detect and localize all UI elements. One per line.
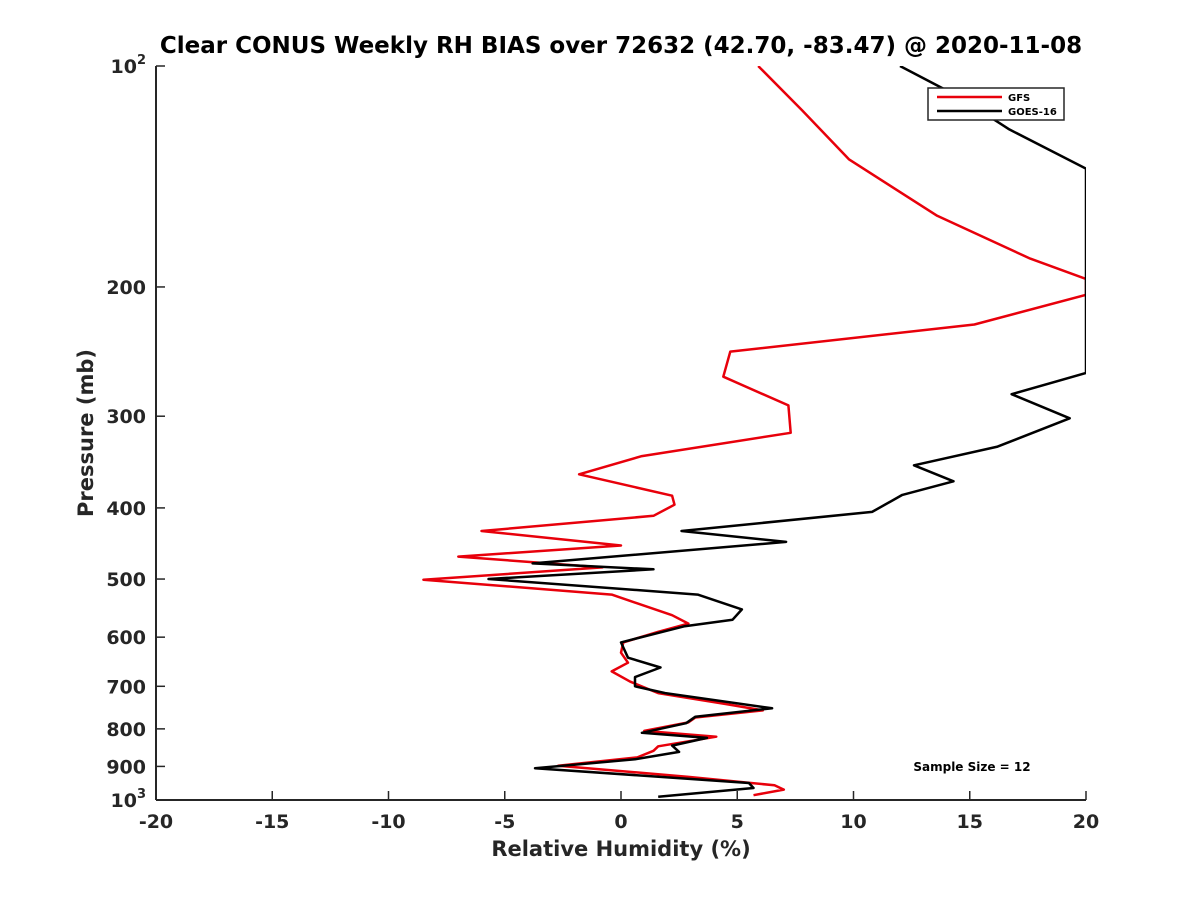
legend-label-gfs: GFS <box>1008 93 1030 104</box>
y-tick-label: 500 <box>106 569 146 591</box>
sample-size-annotation: Sample Size = 12 <box>913 760 1030 774</box>
y-tick-label: 103 <box>111 787 147 812</box>
x-axis-label: Relative Humidity (%) <box>491 837 750 861</box>
legend-label-goes16: GOES-16 <box>1008 107 1057 118</box>
series-line-goes-16 <box>487 66 1086 799</box>
x-tick-label: -5 <box>494 811 515 833</box>
axes <box>155 66 1086 801</box>
y-tick-label: 800 <box>106 719 146 741</box>
x-tick-label: 15 <box>957 811 983 833</box>
y-tick-label: 300 <box>106 406 146 428</box>
series-line-gfs <box>422 66 1086 797</box>
y-tick-label: 400 <box>106 498 146 520</box>
x-tick-label: -20 <box>139 811 173 833</box>
y-tick-label: 200 <box>106 277 146 299</box>
x-tick-label: 10 <box>840 811 866 833</box>
x-tick-label: 0 <box>614 811 627 833</box>
y-tick-label: 600 <box>106 627 146 649</box>
x-tick-label: 20 <box>1073 811 1099 833</box>
x-tick-label: -15 <box>255 811 289 833</box>
chart-title: Clear CONUS Weekly RH BIAS over 72632 (4… <box>160 33 1082 59</box>
y-ticks: 102 200 300 400 500 600 700 800 900 103 <box>106 53 165 812</box>
x-tick-label: 5 <box>731 811 744 833</box>
x-ticks: -20 -15 -10 -5 0 5 10 15 20 <box>139 791 1099 833</box>
legend-box <box>927 87 1065 121</box>
y-tick-label: 102 <box>111 53 147 78</box>
y-tick-label: 700 <box>106 676 146 698</box>
y-tick-label: 900 <box>106 756 146 778</box>
y-axis-label: Pressure (mb) <box>74 349 98 517</box>
legend: GFS GOES-16 <box>927 87 1065 121</box>
series-layer <box>422 66 1086 799</box>
x-tick-label: -10 <box>371 811 405 833</box>
